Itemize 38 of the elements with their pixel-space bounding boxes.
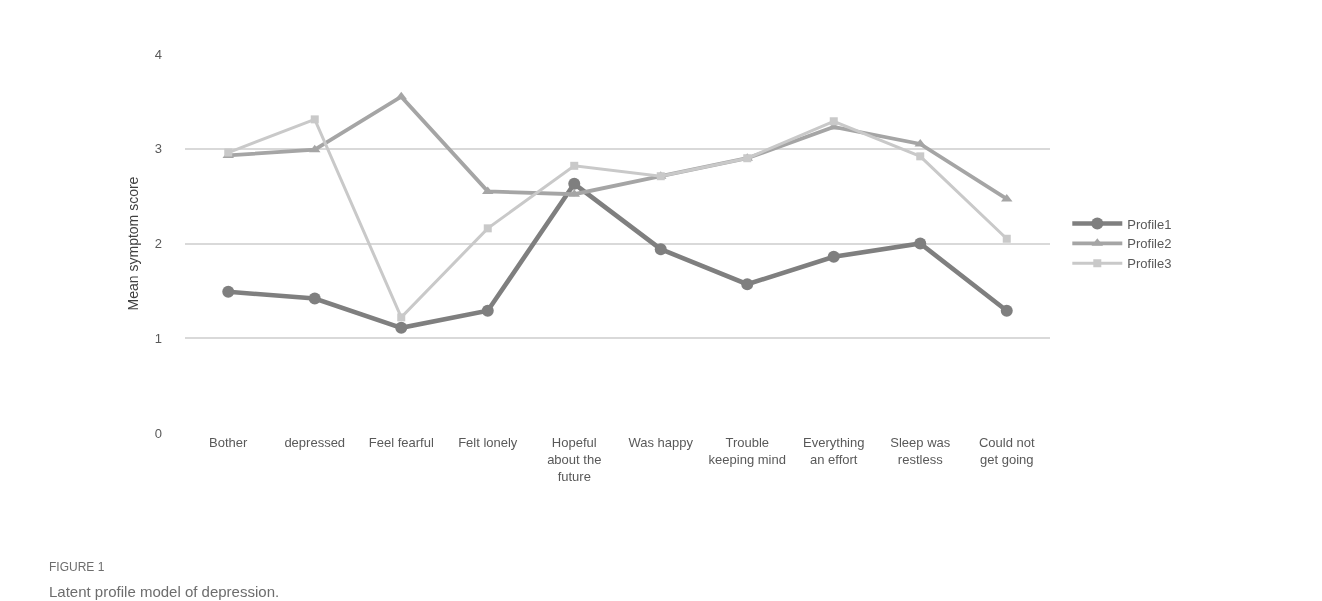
x-tick-label: Feel fearful: [368, 435, 434, 450]
point: [222, 285, 235, 298]
point: [1000, 304, 1013, 317]
x-tick-label: Everything an effort: [803, 435, 865, 467]
x-tick-label: Hopeful about the future: [547, 435, 602, 484]
x-tick-label: Sleep was restless: [890, 435, 951, 467]
y-tick-label: 1: [154, 330, 162, 346]
point: [1002, 234, 1011, 243]
point: [827, 250, 840, 263]
point: [395, 321, 408, 334]
point: [483, 224, 492, 233]
point: [829, 117, 838, 126]
caption: FIGURE 1: [49, 560, 105, 574]
y-axis-title: Mean symptom score: [125, 176, 142, 311]
legend-label: Profile2: [1127, 236, 1172, 252]
point: [914, 237, 927, 250]
point: [308, 292, 321, 305]
point: [916, 152, 925, 161]
legend-label: Profile3: [1127, 256, 1172, 272]
x-tick-label: Trouble keeping mind: [708, 435, 786, 467]
point: [741, 278, 754, 291]
x-tick-label: Was happy: [628, 435, 694, 450]
point: [570, 161, 579, 170]
point: [654, 243, 667, 256]
y-tick-label: 0: [154, 425, 162, 441]
x-tick-label: Could not get going: [978, 435, 1035, 467]
point: [310, 115, 319, 124]
y-tick-label: 2: [154, 236, 162, 252]
point: [397, 313, 406, 322]
text: Latent profile model of depression.: [49, 583, 280, 600]
y-tick-label: 3: [154, 141, 162, 157]
x-tick-label: depressed: [284, 435, 346, 450]
point: [481, 304, 494, 317]
x-tick-label: Felt lonely: [458, 435, 518, 450]
y-tick-label: 4: [154, 46, 162, 62]
legend-label: Profile1: [1127, 216, 1172, 232]
point: [568, 177, 581, 190]
x-tick-label: Bother: [209, 435, 249, 450]
